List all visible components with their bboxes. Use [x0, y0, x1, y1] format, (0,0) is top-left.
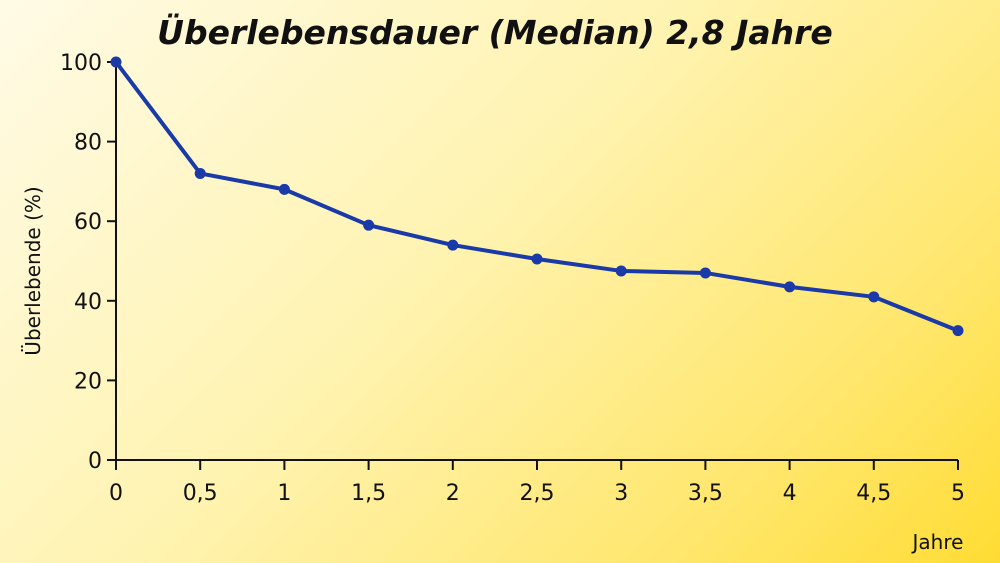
x-tick-label: 3,5 — [688, 481, 723, 506]
data-point — [278, 183, 290, 195]
data-point — [699, 267, 711, 279]
x-tick-label: 3 — [614, 481, 628, 506]
data-point — [194, 167, 206, 179]
data-point — [447, 239, 459, 251]
y-tick-label: 80 — [74, 131, 102, 156]
y-tick-label: 60 — [74, 210, 102, 235]
data-points — [110, 56, 964, 337]
y-axis-label: Überlebende (%) — [21, 186, 45, 355]
y-tick-label: 20 — [74, 369, 102, 394]
x-tick-label: 4,5 — [856, 481, 891, 506]
y-axis-ticks: 0 20 40 60 80 100 — [60, 51, 116, 474]
data-point — [110, 56, 122, 68]
x-tick-label: 1,5 — [351, 481, 386, 506]
x-tick-label: 0 — [109, 481, 123, 506]
x-axis-ticks: 0 0,5 1 1,5 2 2,5 3 3,5 4 4,5 5 — [109, 460, 965, 506]
y-tick-label: 0 — [88, 449, 102, 474]
x-axis-label: Jahre — [911, 530, 964, 554]
x-tick-label: 2,5 — [520, 481, 555, 506]
y-tick-label: 40 — [74, 290, 102, 315]
y-tick-label: 100 — [60, 51, 102, 76]
x-tick-label: 0,5 — [183, 481, 218, 506]
x-tick-label: 1 — [277, 481, 291, 506]
series-line — [114, 60, 959, 333]
chart-title: Überlebensdauer (Median) 2,8 Jahre — [157, 12, 833, 52]
data-point — [363, 219, 375, 231]
x-tick-label: 4 — [783, 481, 797, 506]
data-point — [784, 281, 796, 293]
x-tick-label: 5 — [951, 481, 965, 506]
x-tick-label: 2 — [446, 481, 460, 506]
data-point — [952, 325, 964, 337]
data-point — [868, 291, 880, 303]
data-point — [531, 253, 543, 265]
data-point — [615, 265, 627, 277]
